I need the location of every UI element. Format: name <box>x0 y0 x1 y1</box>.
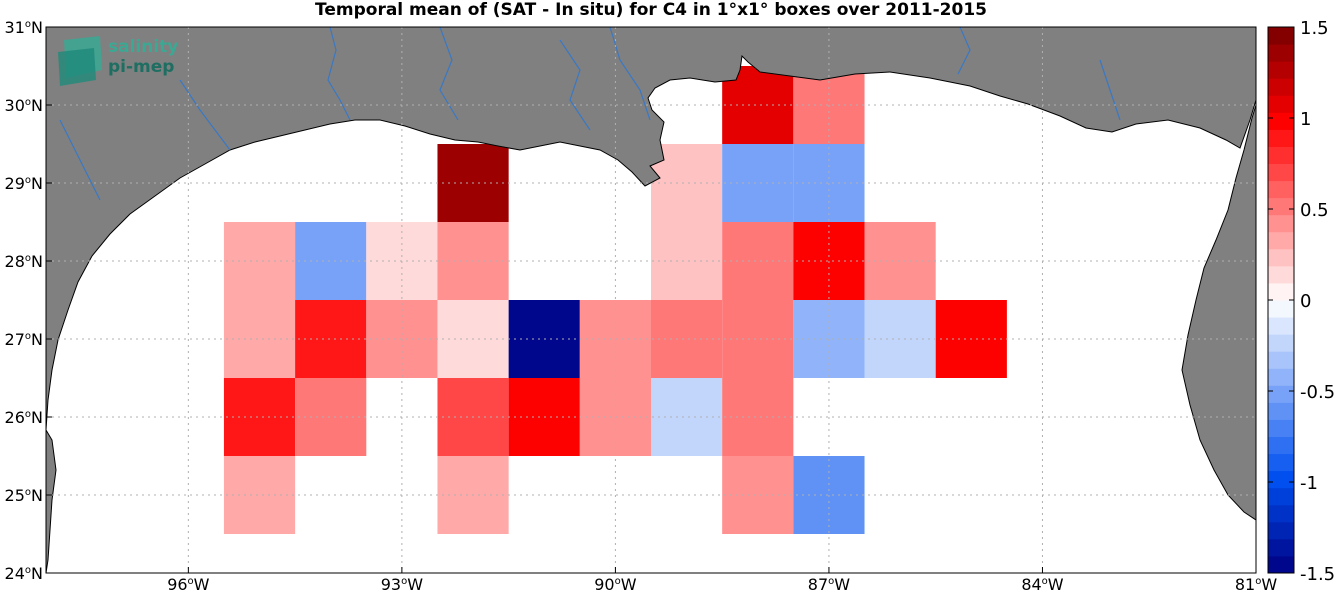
colorbar-segment <box>1268 300 1294 318</box>
colorbar-segment <box>1268 78 1294 96</box>
colorbar-tick-label: -0.5 <box>1300 382 1335 403</box>
river-6 <box>179 79 231 151</box>
chart-title: Temporal mean of (SAT - In situ) for C4 … <box>315 0 987 20</box>
colorbar-segment <box>1268 334 1294 352</box>
colorbar-segment <box>1268 453 1294 472</box>
data-cell <box>223 378 296 456</box>
data-cell <box>651 378 723 456</box>
colorbar-segment <box>1268 385 1294 403</box>
colorbar-segment <box>1268 214 1294 233</box>
river-8 <box>1099 59 1121 121</box>
colorbar-segment <box>1268 27 1294 45</box>
florida-west-coast <box>46 27 1256 431</box>
colorbar-segment <box>1268 555 1294 574</box>
y-tick-label: 29oN <box>5 174 43 193</box>
colorbar-segment <box>1268 231 1294 250</box>
colorbar-segment <box>1268 180 1294 199</box>
y-tick-label: 26oN <box>5 408 43 427</box>
colorbar-segment <box>1268 521 1294 540</box>
colorbar-segment <box>1268 317 1294 335</box>
y-tick-label: 27oN <box>5 330 43 349</box>
data-cell <box>295 222 367 300</box>
y-tick-label: 25oN <box>5 486 43 505</box>
colorbar-segment <box>1268 368 1294 386</box>
longitude-ticks: 96oW 93oW 90oW 87oW 84oW 81oW <box>167 567 1277 594</box>
data-cell <box>722 144 794 222</box>
x-tick-label: 96oW <box>167 575 209 594</box>
colorbar-segment <box>1268 538 1294 557</box>
colorbar-segment <box>1268 419 1294 437</box>
x-tick-label: 87oW <box>808 575 850 594</box>
salinity-pi-mep-logo: salinity pi-mep <box>58 36 178 86</box>
river-4 <box>609 27 651 121</box>
colorbar-segment <box>1268 112 1294 130</box>
colorbar-tick-label: -1.5 <box>1300 564 1335 585</box>
river-1 <box>327 27 351 121</box>
colorbar-segment <box>1268 487 1294 506</box>
logo-line-1: salinity <box>108 37 178 57</box>
y-tick-label: 28oN <box>5 252 43 271</box>
x-tick-label: 84oW <box>1021 575 1063 594</box>
colorbar-segment <box>1268 129 1294 147</box>
rivers <box>59 27 1121 201</box>
colorbar-segment <box>1268 436 1294 455</box>
colorbar-segment <box>1268 44 1294 62</box>
data-cell <box>651 300 723 378</box>
data-cell <box>295 300 367 378</box>
colorbar-segment <box>1268 282 1294 301</box>
data-cell <box>722 300 794 378</box>
y-tick-label: 30oN <box>5 96 43 115</box>
colorbar-segment <box>1268 351 1294 369</box>
colorbar-segment <box>1268 248 1294 267</box>
river-5 <box>957 27 971 75</box>
map-frame <box>45 26 1257 574</box>
colorbar-tick-label: 1 <box>1300 109 1311 130</box>
latitude-ticks: 24oN 25oN 26oN 27oN 28oN 29oN 30oN 31oN <box>5 18 52 583</box>
data-cell <box>223 456 296 534</box>
data-cell <box>223 222 296 300</box>
colorbar-segment <box>1268 470 1294 489</box>
data-cell <box>722 222 794 300</box>
data-cell <box>722 378 794 456</box>
y-tick-label: 31oN <box>5 18 43 37</box>
colorbar-segment <box>1268 163 1294 182</box>
y-tick-label: 24oN <box>5 564 43 583</box>
colorbar-segment <box>1268 402 1294 420</box>
data-cells <box>223 66 1007 534</box>
colorbar-tick-label: -1 <box>1300 473 1318 494</box>
x-tick-label: 93oW <box>381 575 423 594</box>
data-cell <box>295 378 367 456</box>
data-cell <box>722 456 794 534</box>
colorbar-ticks: 1.5 1 0.5 0 -0.5 -1 -1.5 <box>1268 18 1335 585</box>
data-cell <box>223 300 296 378</box>
colorbar-segment <box>1268 146 1294 164</box>
data-cell <box>651 222 723 300</box>
colorbar-tick-label: 0 <box>1300 291 1311 312</box>
x-tick-label: 81oW <box>1235 575 1277 594</box>
colorbar <box>1267 26 1295 574</box>
river-3 <box>559 39 591 131</box>
colorbar-segment <box>1268 61 1294 79</box>
colorbar-segment <box>1268 504 1294 523</box>
colorbar-segment <box>1268 197 1294 216</box>
colorbar-segment <box>1268 265 1294 284</box>
colorbar-segment <box>1268 95 1294 113</box>
colorbar-tick-label: 1.5 <box>1300 18 1329 39</box>
logo-line-2: pi-mep <box>108 57 174 77</box>
colorbar-tick-label: 0.5 <box>1300 200 1329 221</box>
x-tick-label: 90oW <box>594 575 636 594</box>
river-7 <box>59 119 101 201</box>
